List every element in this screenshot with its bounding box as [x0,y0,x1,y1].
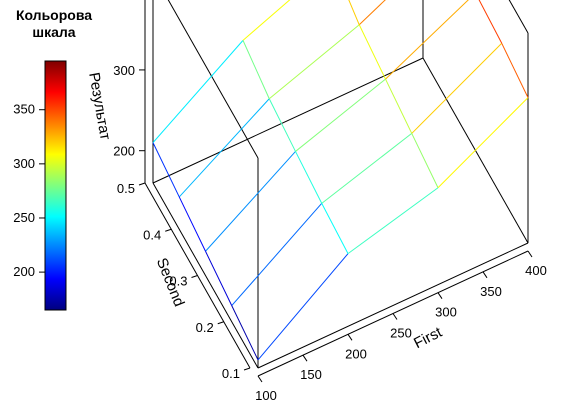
mesh-line-along-second [358,24,386,80]
mesh-line-along-second [321,203,349,254]
x-tick-mark [527,250,533,258]
mesh-line-along-first [178,98,270,198]
x-tick-label: 350 [480,284,502,299]
x-tick-label: 300 [435,305,457,320]
mesh-line-along-first [231,203,323,306]
mesh-line-along-second [348,0,360,25]
x-tick-mark [347,334,353,341]
box-edge [167,0,259,159]
mesh-line-along-second [411,133,439,188]
box-edge [152,182,259,369]
legend-tick-label: 200 [13,264,35,279]
legend-ticks: 200 250 300 350 [13,102,45,279]
x-tick-mark [482,271,488,279]
mesh-line-along-second [295,151,323,204]
surface-mesh [152,0,529,361]
y-tick-mark [243,367,251,371]
box-edge [152,57,424,184]
mesh-line-along-first [268,24,360,100]
y-tick-label: 0.5 [117,181,135,196]
x-tick-mark [302,354,308,362]
mesh-line-along-second [178,196,206,252]
y-tick-mark [165,228,172,232]
y-tick-label: 0.3 [169,274,187,289]
mesh-line-along-first [385,0,469,80]
mesh-line-along-second [501,43,529,98]
legend-title-line2: шкала [32,24,75,40]
mesh-line-along-second [152,142,180,198]
mesh-line-along-second [268,98,296,152]
x-tick-mark [392,313,398,320]
legend-tick-label: 300 [13,156,35,171]
x-axis-title: First [411,323,445,352]
mesh-line-along-second [242,40,270,99]
y-tick-label: 0.4 [143,227,161,242]
z-tick-label: 200 [113,144,135,159]
legend-tick-label: 250 [13,210,35,225]
color-legend: Кольорова шкала 200 250 300 350 [13,7,92,311]
x-tick-mark [257,375,263,383]
mesh-line-along-first [205,151,296,252]
mesh-line-along-first [257,253,349,361]
z-axis-title: Результат [85,71,114,141]
legend-color-bar [44,60,67,311]
box-edge [257,242,529,369]
x-tick-label: 100 [255,388,277,403]
mesh-line-along-second [385,78,413,134]
y-tick-label: 0.2 [196,320,214,335]
mesh-line-along-second [231,305,259,361]
box-edge [508,0,529,34]
mesh-line-along-first [242,0,291,41]
y-tick-mark [138,182,146,186]
y-tick-label: 0.1 [222,366,240,381]
x-tick-mark [437,292,443,299]
z-tick-label: 300 [113,63,135,78]
x-tick-label: 150 [300,367,322,382]
legend-tick-label: 350 [13,102,35,117]
mesh-line-along-first [347,187,439,255]
plot-box [152,0,529,369]
x-tick-label: 200 [345,346,367,361]
y-tick-mark [191,275,198,278]
mesh-line-along-first [152,40,244,143]
legend-title-line1: Кольорова [16,7,92,23]
mesh-line-along-first [321,133,413,204]
mesh-line-along-second [478,0,503,44]
axes: 100 150 200 250 300 350 400 0.1 0.2 0.3 0.4 0.5 200 3… [113,0,547,403]
x-tick-label: 400 [525,263,547,278]
y-tick-mark [217,321,224,325]
mesh-line-along-first [295,78,386,152]
mesh-line-along-first [358,0,386,26]
mesh-line-along-second [205,251,233,306]
mesh-line-along-first [411,42,503,134]
mesh-line-along-first [437,97,529,189]
x-tick-label: 250 [390,326,412,341]
